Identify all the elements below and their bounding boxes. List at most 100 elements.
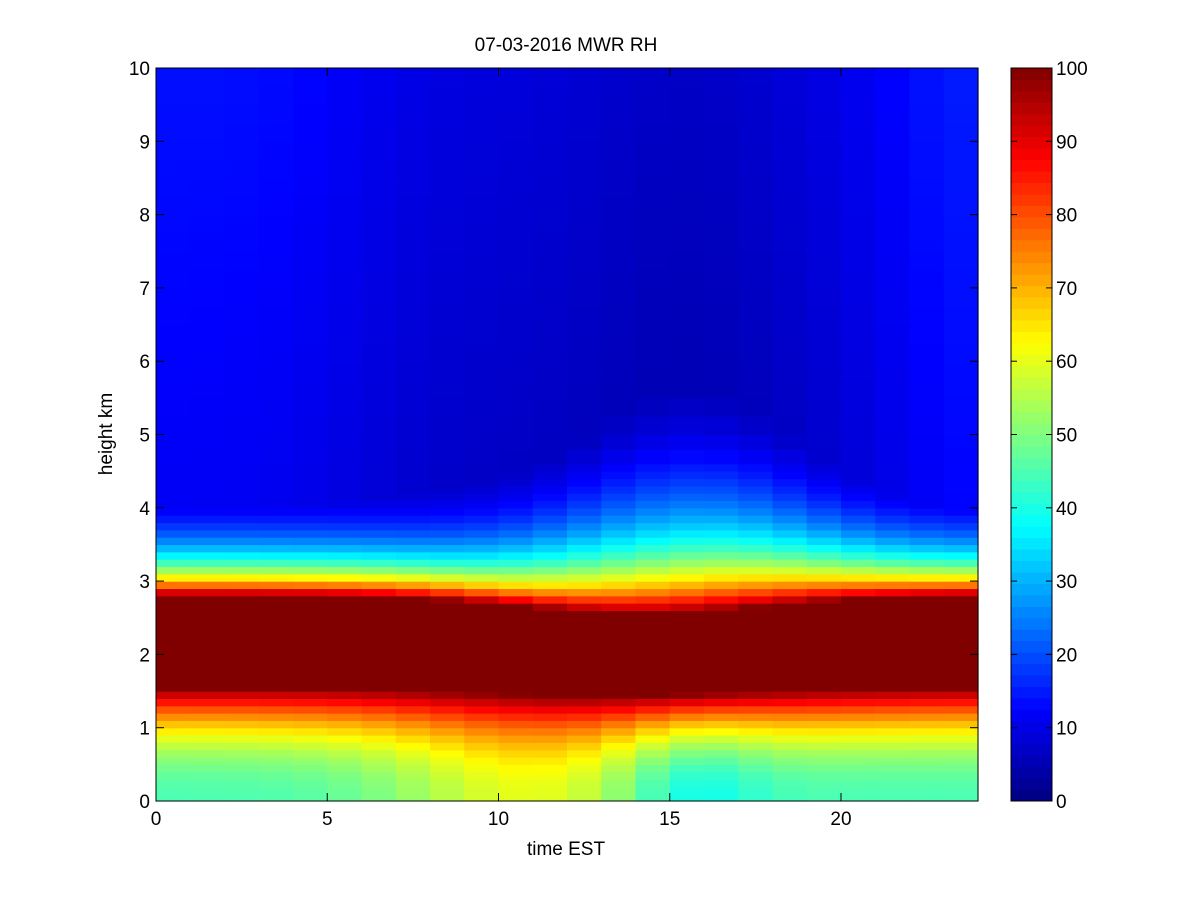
heatmap-cell — [532, 485, 568, 494]
heatmap-cell — [498, 515, 534, 524]
heatmap-cell — [361, 471, 397, 480]
heatmap-cell — [224, 786, 260, 795]
heatmap-cell — [772, 397, 808, 417]
heatmap-cell — [395, 771, 431, 780]
heatmap-cell — [224, 793, 260, 802]
colorbar-tick-label: 40 — [1056, 499, 1077, 520]
heatmap-cell — [498, 764, 534, 773]
heatmap-cell — [156, 735, 191, 743]
heatmap-cell — [498, 86, 534, 106]
heatmap-cell — [943, 463, 979, 472]
heatmap-cell — [669, 573, 705, 582]
heatmap-cell — [532, 581, 568, 590]
heatmap-cell — [498, 771, 534, 780]
heatmap-cell — [875, 603, 911, 612]
heatmap-cell — [190, 269, 226, 289]
heatmap-cell — [395, 669, 431, 677]
heatmap-cell — [430, 478, 465, 487]
heatmap-cell — [943, 324, 979, 344]
heatmap-cell — [293, 379, 328, 399]
heatmap-cell — [532, 705, 568, 714]
heatmap-cell — [293, 595, 328, 604]
colorbar-level — [1011, 549, 1052, 561]
heatmap-cell — [395, 559, 431, 568]
heatmap-cell — [635, 727, 671, 736]
heatmap-cell — [704, 141, 739, 161]
heatmap-cell — [567, 463, 602, 472]
heatmap-cell — [327, 159, 363, 179]
heatmap-cell — [875, 86, 911, 106]
chart-title: 07-03-2016 MWR RH — [475, 35, 658, 56]
heatmap-cell — [601, 566, 637, 575]
heatmap-cell — [464, 661, 500, 670]
colorbar-level — [1011, 411, 1052, 424]
heatmap-cell — [875, 529, 911, 538]
heatmap-cell — [395, 122, 431, 142]
heatmap-cell — [430, 463, 465, 472]
heatmap-cell — [327, 342, 363, 362]
heatmap-cell — [293, 500, 328, 509]
heatmap-cell — [669, 683, 705, 692]
heatmap-cell — [943, 647, 979, 655]
colorbar-tick-label: 30 — [1056, 572, 1077, 593]
heatmap-cell — [772, 661, 808, 670]
heatmap-cell — [327, 691, 363, 699]
heatmap-cell — [293, 485, 328, 494]
heatmap-cell — [464, 625, 500, 634]
heatmap-cell — [772, 764, 808, 773]
heatmap-cell — [327, 566, 363, 575]
heatmap-cell — [841, 749, 876, 758]
heatmap-cell — [293, 544, 328, 553]
heatmap-cell — [841, 551, 876, 560]
heatmap-cell — [738, 306, 774, 326]
heatmap-cell — [806, 661, 842, 670]
heatmap-cell — [635, 757, 671, 765]
heatmap-cell — [669, 342, 705, 362]
colorbar-level — [1011, 491, 1052, 504]
heatmap-cell — [395, 159, 431, 179]
heatmap-cell — [532, 500, 568, 509]
heatmap-cell — [498, 342, 534, 362]
heatmap-cell — [361, 515, 397, 524]
heatmap-cell — [669, 449, 705, 465]
heatmap-cell — [430, 232, 465, 252]
heatmap-cell — [361, 269, 397, 289]
heatmap-cell — [361, 749, 397, 758]
heatmap-cell — [567, 632, 602, 641]
heatmap-cell — [635, 632, 671, 641]
heatmap-cell — [567, 449, 602, 465]
heatmap-cell — [806, 617, 842, 626]
heatmap-cell — [395, 603, 431, 612]
heatmap-cell — [430, 493, 465, 502]
heatmap-cell — [258, 757, 294, 765]
heatmap-cell — [395, 416, 431, 436]
heatmap-cell — [875, 551, 911, 560]
heatmap-cell — [943, 507, 979, 516]
heatmap-cell — [430, 566, 465, 575]
heatmap-cell — [258, 434, 294, 450]
heatmap-cell — [635, 86, 671, 106]
heatmap-cell — [258, 287, 294, 307]
heatmap-cell — [909, 551, 945, 560]
heatmap-cell — [806, 683, 842, 692]
heatmap-cell — [841, 507, 876, 516]
heatmap-cell — [806, 379, 842, 399]
heatmap-cell — [567, 500, 602, 509]
heatmap-cell — [909, 742, 945, 751]
heatmap-cell — [704, 573, 739, 582]
heatmap-cell — [943, 515, 979, 524]
heatmap-cell — [567, 159, 602, 179]
heatmap-cell — [841, 698, 876, 707]
heatmap-cell — [567, 287, 602, 307]
heatmap-cell — [841, 632, 876, 641]
heatmap-cell — [156, 647, 191, 655]
heatmap-cell — [806, 434, 842, 450]
heatmap-cell — [841, 379, 876, 399]
heatmap-cell — [875, 269, 911, 289]
heatmap-cell — [909, 544, 945, 553]
heatmap-cell — [601, 698, 637, 707]
heatmap-cell — [395, 727, 431, 736]
heatmap-cell — [498, 416, 534, 436]
heatmap-cell — [669, 122, 705, 142]
